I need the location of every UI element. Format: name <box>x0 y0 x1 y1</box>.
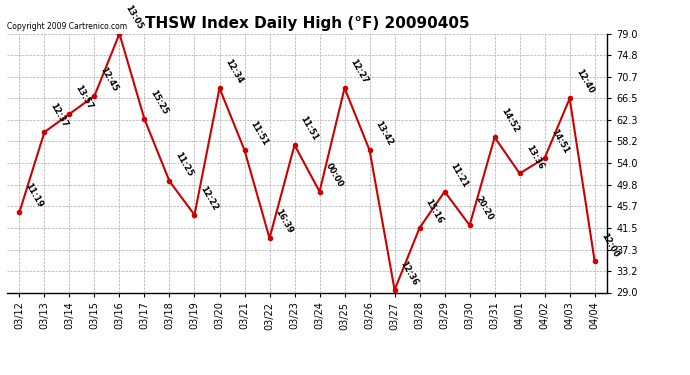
Text: 13:36: 13:36 <box>524 143 545 171</box>
Text: 12:27: 12:27 <box>348 58 370 85</box>
Text: 11:51: 11:51 <box>299 114 320 142</box>
Text: 15:25: 15:25 <box>148 88 170 116</box>
Title: THSW Index Daily High (°F) 20090405: THSW Index Daily High (°F) 20090405 <box>145 16 469 31</box>
Text: 00:00: 00:00 <box>324 162 345 189</box>
Text: 11:21: 11:21 <box>448 161 470 189</box>
Text: 11:25: 11:25 <box>174 151 195 178</box>
Text: 13:57: 13:57 <box>74 84 95 111</box>
Text: 12:22: 12:22 <box>199 184 220 212</box>
Text: 11:19: 11:19 <box>23 182 45 210</box>
Text: 14:52: 14:52 <box>499 107 520 135</box>
Text: 20:20: 20:20 <box>474 195 495 222</box>
Text: 12:34: 12:34 <box>224 58 245 85</box>
Text: 13:05: 13:05 <box>124 3 145 31</box>
Text: 13:42: 13:42 <box>374 120 395 147</box>
Text: 12:45: 12:45 <box>99 65 120 93</box>
Text: 11:51: 11:51 <box>248 120 270 147</box>
Text: Copyright 2009 Cartrenico.com: Copyright 2009 Cartrenico.com <box>7 22 127 31</box>
Text: 15:16: 15:16 <box>424 197 445 225</box>
Text: 12:37: 12:37 <box>48 102 70 129</box>
Text: 12:40: 12:40 <box>574 68 595 96</box>
Text: 12:00: 12:00 <box>599 231 620 259</box>
Text: 16:39: 16:39 <box>274 208 295 236</box>
Text: 12:36: 12:36 <box>399 260 420 287</box>
Text: 14:51: 14:51 <box>549 128 570 155</box>
